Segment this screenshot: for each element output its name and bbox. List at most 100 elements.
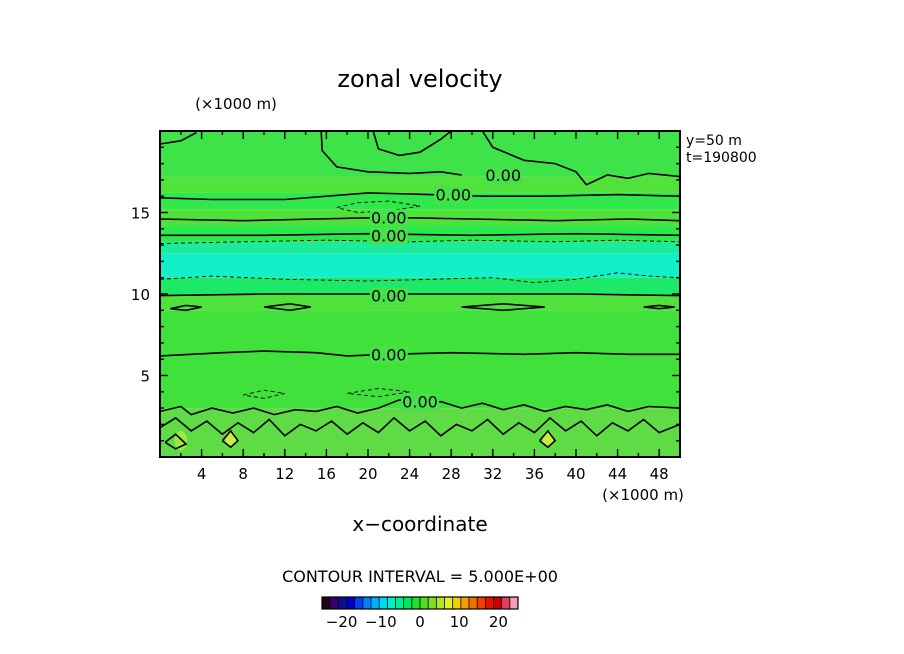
x-tick-label: 28 [442, 465, 461, 483]
colorbar-swatch [493, 597, 502, 609]
contour-label: 0.00 [435, 186, 471, 205]
contour-label-bg [401, 393, 439, 411]
colorbar-swatch [452, 597, 462, 609]
contour-label: 0.00 [402, 393, 438, 412]
y-tick-label: 15 [131, 205, 150, 223]
colorbar-swatch [501, 597, 511, 609]
x-tick-label: 16 [317, 465, 336, 483]
x-tick-label: 48 [650, 465, 669, 483]
colorbar-swatch [403, 597, 413, 609]
colorbar-swatch [387, 597, 396, 609]
colorbar-swatch [371, 597, 380, 609]
colorbar-swatch [469, 597, 478, 609]
colorbar-swatch [346, 597, 355, 609]
field-band [160, 294, 680, 311]
contour-line [160, 131, 197, 145]
colorbar-swatch [330, 597, 339, 609]
field-band [160, 241, 680, 254]
x-tick-label: 44 [608, 465, 627, 483]
contour-line-negative [347, 388, 410, 398]
x-tick-label: 32 [483, 465, 502, 483]
colorbar-swatch [428, 597, 437, 609]
colorbar: −20 −10 0 10 20 [321, 596, 519, 631]
colorbar-swatch [338, 597, 347, 609]
colorbar-swatch [411, 597, 421, 609]
contour-labels: 0.000.000.000.000.000.000.00 [369, 166, 523, 412]
colorbar-swatch [477, 597, 486, 609]
contour-interval-note: CONTOUR INTERVAL = 5.000E+00 [282, 567, 558, 586]
contour-label: 0.00 [485, 166, 521, 185]
x-unit-label: (×1000 m) [602, 486, 684, 504]
field-band [160, 277, 680, 294]
contour-label: 0.00 [371, 226, 407, 245]
contour-label-bg [369, 287, 408, 305]
x-tick-label: 8 [238, 465, 248, 483]
field-band [160, 225, 680, 242]
x-axis: 4 8 12 16 20 24 28 32 36 40 44 48 [180, 131, 669, 483]
colorbar-swatch [322, 597, 331, 609]
colorbar-tick-label: 20 [489, 613, 508, 631]
contour-line [320, 131, 462, 176]
field-band [160, 192, 680, 210]
contour-line [160, 216, 680, 222]
contour-label-bg [484, 167, 523, 185]
contour-line [461, 302, 545, 312]
contour-line [160, 293, 680, 297]
contour-label-bg [434, 186, 473, 204]
x-tick-label: 40 [566, 465, 585, 483]
contour-line [160, 232, 680, 237]
field-band [160, 131, 680, 177]
x-axis-label: x−coordinate [352, 512, 487, 536]
colorbar-swatch [444, 597, 453, 609]
colorbar-swatch [379, 597, 388, 609]
contour-line [164, 433, 188, 450]
colorbar-swatch [395, 597, 404, 609]
contour-line [372, 131, 452, 157]
x-tick-label: 4 [197, 465, 207, 483]
contour-line [221, 429, 240, 449]
colorbar-swatch [420, 597, 429, 609]
field-band [160, 176, 680, 193]
colorbar-swatch [485, 597, 494, 609]
y-unit-label: (×1000 m) [195, 95, 277, 113]
colorbar-swatch [460, 597, 470, 609]
contour-label: 0.00 [371, 208, 407, 227]
annotation-y: y=50 m [686, 133, 742, 149]
field-band [160, 310, 680, 409]
contour-line [643, 304, 675, 310]
colorbar-swatch [362, 597, 372, 609]
colorbar-tick-label: −20 [326, 613, 358, 631]
contour-line [160, 192, 680, 201]
contour-label: 0.00 [371, 287, 407, 306]
velocity-field [160, 131, 680, 457]
colorbar-frame [321, 596, 519, 610]
colorbar-tick-label: −10 [365, 613, 397, 631]
contour-line-negative [160, 239, 680, 244]
colorbar-swatch [509, 597, 519, 609]
contour-line [538, 429, 557, 449]
field-band [160, 408, 680, 457]
contour-label-bg [369, 209, 408, 227]
field-patch [174, 430, 188, 451]
contour-line [481, 131, 680, 186]
contour-line [160, 416, 680, 437]
y-axis: 5 10 15 [131, 146, 680, 442]
contour-line [263, 302, 311, 312]
colorbar-swatch [436, 597, 445, 609]
field-band [160, 253, 680, 278]
contour-label-bg [369, 346, 408, 364]
y-tick-label: 10 [131, 286, 150, 304]
contour-label-bg [369, 227, 408, 245]
contour-label: 0.00 [371, 345, 407, 364]
chart-title: zonal velocity [337, 65, 502, 93]
x-tick-label: 20 [358, 465, 377, 483]
colorbar-tick-label: 0 [415, 613, 425, 631]
contour-line-negative [336, 200, 421, 213]
contour-line-negative [160, 272, 680, 284]
contour-line-negative [243, 389, 285, 399]
x-tick-label: 36 [525, 465, 544, 483]
x-tick-label: 24 [400, 465, 419, 483]
colorbar-tick-label: 10 [450, 613, 469, 631]
contour-line [170, 304, 202, 312]
